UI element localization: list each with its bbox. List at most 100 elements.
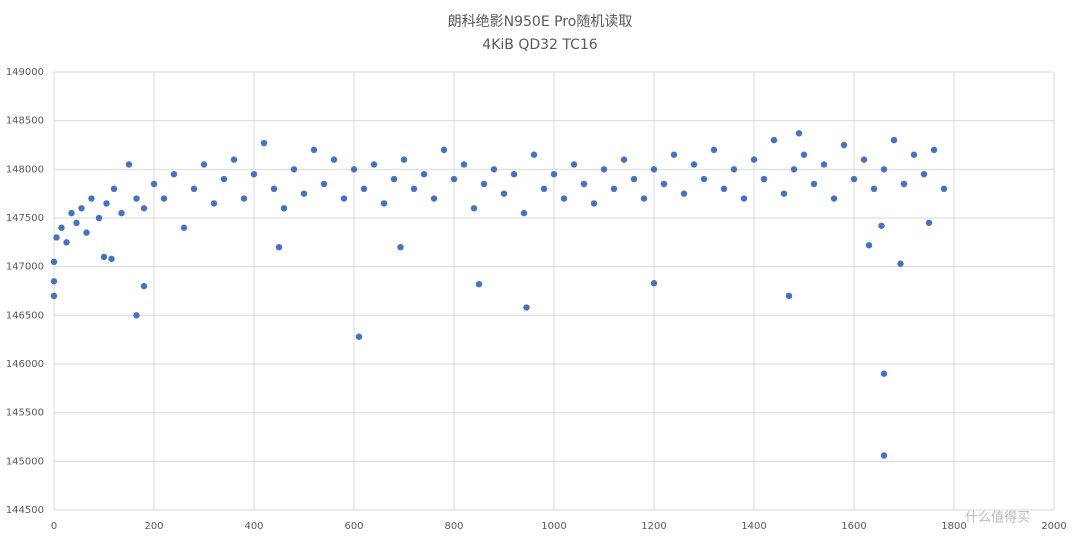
point xyxy=(88,195,95,202)
point xyxy=(800,151,808,158)
point xyxy=(210,200,218,207)
point xyxy=(355,333,363,340)
point xyxy=(150,180,158,188)
point xyxy=(78,205,85,212)
y-tick-label: 145500 xyxy=(6,408,44,419)
point xyxy=(340,195,348,202)
point xyxy=(897,260,904,267)
point xyxy=(68,209,75,217)
point xyxy=(760,175,768,183)
point xyxy=(840,141,848,149)
point xyxy=(370,161,378,168)
x-tick-label: 400 xyxy=(244,521,263,532)
point xyxy=(100,253,108,261)
point xyxy=(570,161,578,168)
point xyxy=(380,200,388,207)
point xyxy=(110,185,118,192)
point xyxy=(640,195,648,202)
point xyxy=(50,292,58,300)
point xyxy=(650,280,658,287)
point xyxy=(58,224,65,231)
point xyxy=(220,175,228,183)
point xyxy=(450,175,458,183)
y-tick-label: 145000 xyxy=(6,456,44,467)
point xyxy=(470,205,478,212)
point xyxy=(275,244,283,251)
point xyxy=(878,222,885,229)
point xyxy=(50,258,58,265)
x-tick-label: 600 xyxy=(344,521,363,532)
point xyxy=(530,151,538,158)
point xyxy=(610,185,618,192)
x-tick-label: 1400 xyxy=(741,521,766,532)
point xyxy=(290,166,298,173)
y-tick-label: 147500 xyxy=(6,213,44,224)
point xyxy=(920,171,928,178)
point xyxy=(740,195,748,202)
point xyxy=(700,175,708,183)
point xyxy=(430,195,438,202)
point xyxy=(280,205,288,212)
point xyxy=(125,161,133,168)
point xyxy=(860,156,868,163)
point xyxy=(710,146,718,154)
point xyxy=(200,161,208,168)
point xyxy=(300,190,308,197)
point xyxy=(330,156,338,163)
x-tick-label: 800 xyxy=(444,521,463,532)
point xyxy=(810,180,818,188)
point xyxy=(140,205,148,212)
point xyxy=(870,185,878,192)
point xyxy=(73,219,80,227)
point xyxy=(250,171,258,178)
y-tick-label: 148000 xyxy=(6,164,44,175)
point xyxy=(63,239,70,246)
point xyxy=(118,209,125,217)
point xyxy=(83,229,90,236)
point xyxy=(475,280,483,288)
point xyxy=(880,166,888,173)
x-tick-label: 2000 xyxy=(1041,521,1066,532)
y-tick-label: 146000 xyxy=(6,359,44,370)
point xyxy=(50,278,58,285)
point xyxy=(397,244,404,251)
point xyxy=(500,190,508,197)
x-tick-label: 200 xyxy=(144,521,163,532)
point xyxy=(865,242,873,249)
point xyxy=(360,185,368,192)
point xyxy=(170,171,178,178)
point xyxy=(260,139,268,147)
x-tick-label: 0 xyxy=(51,521,57,532)
point xyxy=(650,166,658,173)
chart-subtitle: 4KiB QD32 TC16 xyxy=(482,37,598,53)
point xyxy=(240,195,248,202)
point xyxy=(910,151,918,158)
point xyxy=(490,166,498,173)
point xyxy=(350,166,358,173)
point xyxy=(730,166,738,173)
point xyxy=(590,200,598,207)
x-tick-label: 1000 xyxy=(541,521,566,532)
point xyxy=(230,156,238,163)
point xyxy=(140,282,148,290)
chart-title: 朗科绝影N950E Pro随机读取 xyxy=(448,13,633,30)
point xyxy=(410,185,418,192)
point xyxy=(310,146,318,154)
point xyxy=(780,190,788,197)
point xyxy=(600,166,608,173)
point xyxy=(460,161,468,168)
point xyxy=(660,180,668,188)
point xyxy=(880,452,888,459)
point xyxy=(790,166,798,173)
y-tick-label: 149000 xyxy=(6,67,44,78)
point xyxy=(160,195,168,202)
x-tick-label: 1200 xyxy=(641,521,666,532)
point xyxy=(750,156,758,163)
point xyxy=(190,185,198,192)
x-tick-label: 1600 xyxy=(841,521,866,532)
point xyxy=(690,161,698,168)
point xyxy=(930,146,938,154)
point xyxy=(560,195,568,202)
point xyxy=(420,171,428,178)
